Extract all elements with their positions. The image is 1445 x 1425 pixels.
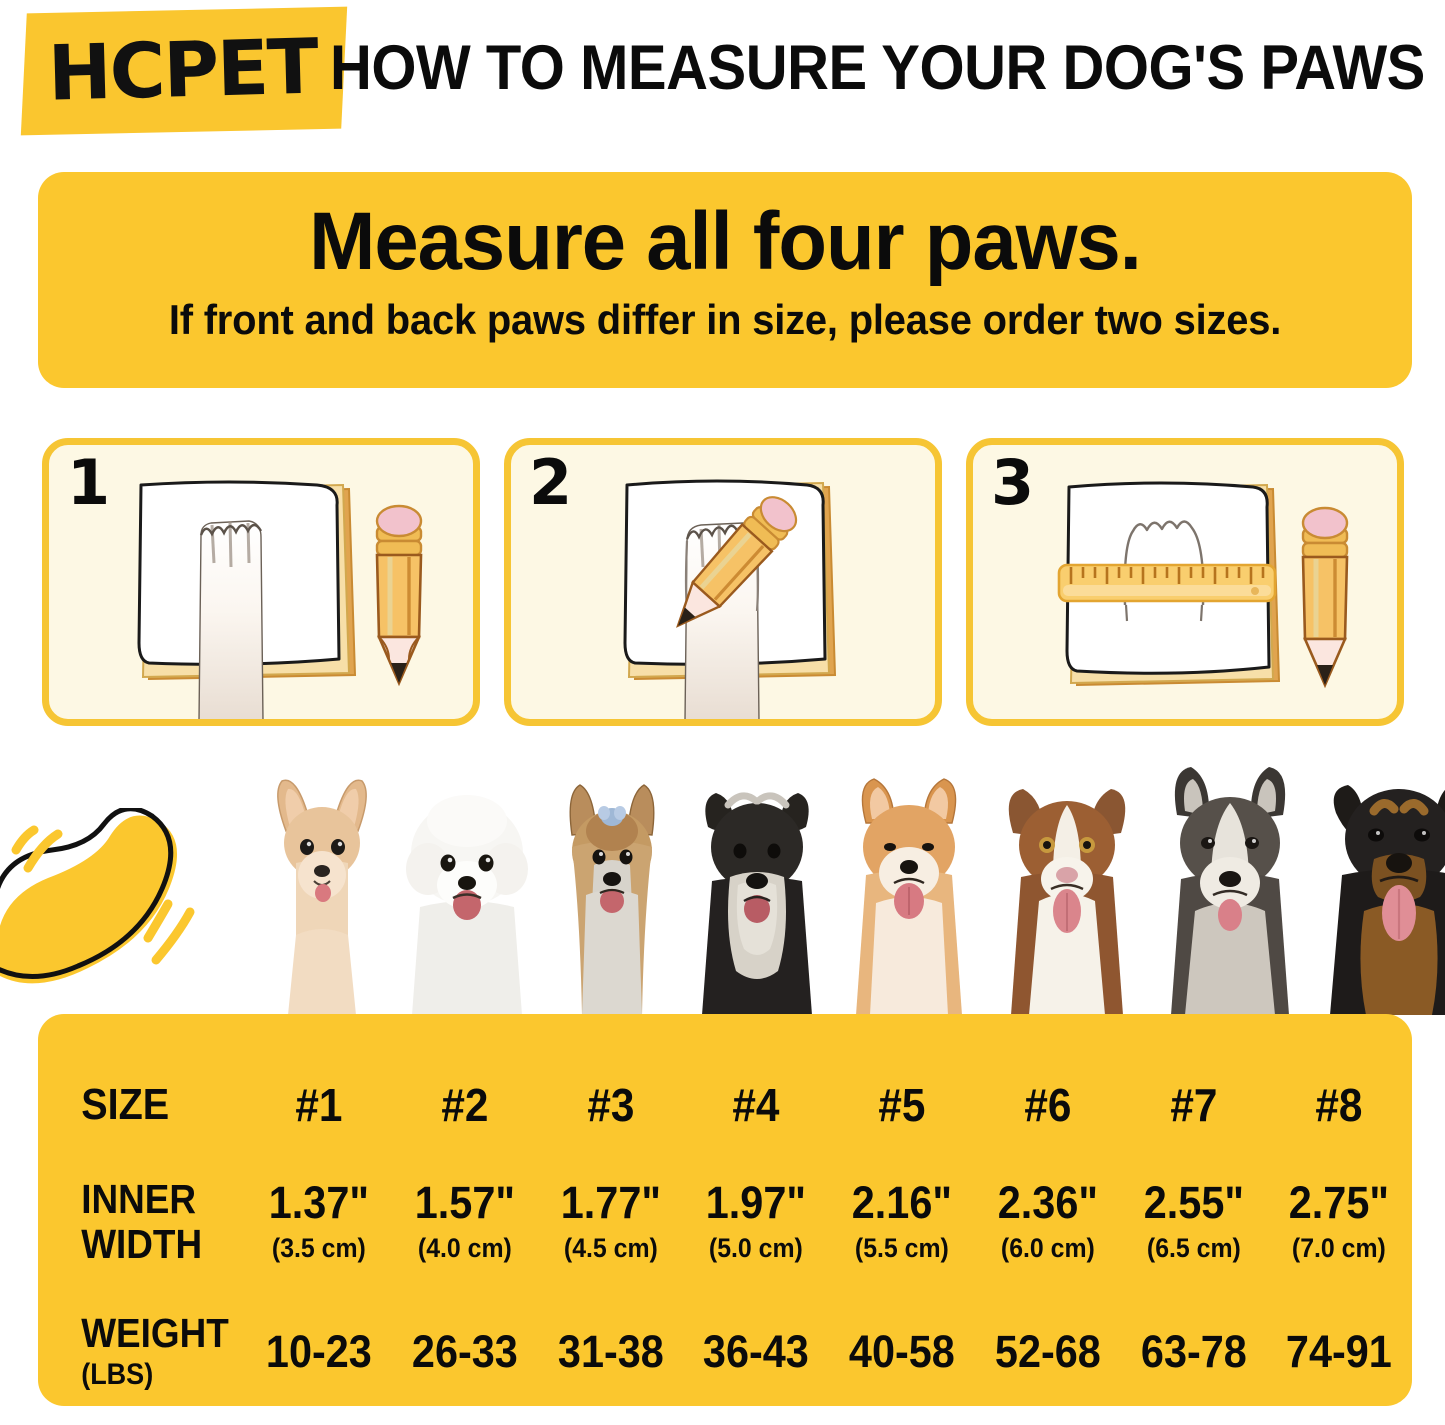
cell-inner-width-2: 1.57" (4.0 cm) bbox=[398, 1177, 532, 1267]
page-header: HCPET HOW TO MEASURE YOUR DOG'S PAWS bbox=[0, 0, 1445, 150]
inner-in-4: 1.97" bbox=[706, 1177, 807, 1228]
measure-banner: Measure all four paws. If front and back… bbox=[38, 172, 1412, 388]
row-label-inner-width: INNER WIDTH bbox=[38, 1177, 225, 1267]
inner-cm-5: (5.5 cm) bbox=[854, 1233, 949, 1263]
step-card-3: 3 bbox=[966, 438, 1404, 726]
cell-size-5: #5 bbox=[878, 1079, 926, 1131]
cell-size-4: #4 bbox=[732, 1079, 780, 1131]
cell-inner-width-6: 2.36" (6.0 cm) bbox=[981, 1177, 1115, 1267]
dog-portrait-rottweiler bbox=[1312, 735, 1445, 1020]
dog-portrait-shiba-inu bbox=[832, 735, 987, 1020]
dog-portrait-yorkshire-terrier bbox=[542, 735, 682, 1020]
banner-headline: Measure all four paws. bbox=[309, 196, 1142, 287]
table-row-weight: WEIGHT (LBS) 10-23 26-33 31-38 36-43 40-… bbox=[38, 1302, 1412, 1402]
page-title: HOW TO MEASURE YOUR DOG'S PAWS bbox=[330, 33, 1425, 103]
cell-inner-width-8: 2.75" (7.0 cm) bbox=[1272, 1177, 1406, 1267]
inner-cm-8: (7.0 cm) bbox=[1292, 1233, 1387, 1263]
inner-in-6: 2.36" bbox=[997, 1177, 1098, 1228]
cell-weight-4: 36-43 bbox=[703, 1326, 810, 1377]
paw-on-paper-with-pencil-icon bbox=[137, 480, 423, 719]
inner-in-5: 2.16" bbox=[851, 1177, 952, 1228]
hcpet-logo-text: HCPET bbox=[46, 21, 318, 118]
cell-size-7: #7 bbox=[1169, 1079, 1217, 1131]
table-row-inner-width: INNER WIDTH 1.37" (3.5 cm) 1.57" (4.0 cm… bbox=[38, 1162, 1412, 1282]
size-cells: #1 #2 #3 #4 #5 #6 #7 #8 bbox=[246, 1077, 1412, 1133]
cell-weight-1: 10-23 bbox=[265, 1326, 372, 1377]
cell-weight-2: 26-33 bbox=[411, 1326, 518, 1377]
cell-inner-width-7: 2.55" (6.5 cm) bbox=[1126, 1177, 1260, 1267]
cell-weight-8: 74-91 bbox=[1286, 1326, 1393, 1377]
row-label-weight-line1: WEIGHT bbox=[81, 1309, 229, 1356]
dog-portrait-chihuahua bbox=[252, 735, 392, 1020]
dog-portrait-bichon-frise bbox=[392, 735, 542, 1020]
banner-subtext: If front and back paws differ in size, p… bbox=[168, 296, 1282, 343]
inner-in-7: 2.55" bbox=[1143, 1177, 1244, 1228]
row-label-weight: WEIGHT (LBS) bbox=[38, 1310, 229, 1394]
inner-in-8: 2.75" bbox=[1289, 1177, 1390, 1228]
inner-in-2: 1.57" bbox=[414, 1177, 515, 1228]
cell-size-2: #2 bbox=[441, 1079, 489, 1131]
step-number-3: 3 bbox=[991, 446, 1035, 519]
inner-cm-1: (3.5 cm) bbox=[271, 1233, 366, 1263]
inner-in-3: 1.77" bbox=[560, 1177, 661, 1228]
cell-size-1: #1 bbox=[295, 1079, 343, 1131]
cell-inner-width-4: 1.97" (5.0 cm) bbox=[689, 1177, 823, 1267]
dog-portrait-australian-shepherd bbox=[987, 735, 1147, 1020]
cell-weight-5: 40-58 bbox=[848, 1326, 955, 1377]
inner-width-cells: 1.37" (3.5 cm) 1.57" (4.0 cm) 1.77" (4.5… bbox=[246, 1177, 1412, 1267]
yellow-swoosh-shape bbox=[0, 808, 195, 984]
step-card-1: 1 bbox=[42, 438, 480, 726]
dog-portraits-row bbox=[252, 740, 1445, 1020]
inner-in-1: 1.37" bbox=[268, 1177, 369, 1228]
steps-row: 1 bbox=[42, 438, 1404, 726]
ruler-measuring-outline-icon bbox=[1057, 481, 1349, 689]
cell-weight-7: 63-78 bbox=[1140, 1326, 1247, 1377]
pencil-tracing-paw-icon bbox=[623, 479, 837, 719]
inner-cm-2: (4.0 cm) bbox=[417, 1233, 512, 1263]
row-label-size: SIZE bbox=[81, 1080, 170, 1129]
cell-inner-width-1: 1.37" (3.5 cm) bbox=[252, 1177, 386, 1267]
step-number-2: 2 bbox=[529, 446, 573, 519]
weight-cells: 10-23 26-33 31-38 36-43 40-58 52-68 63-7… bbox=[246, 1324, 1412, 1380]
dog-portrait-schnauzer bbox=[682, 735, 832, 1020]
row-label-weight-line2: (LBS) bbox=[81, 1357, 154, 1391]
inner-cm-7: (6.5 cm) bbox=[1146, 1233, 1241, 1263]
step-number-1: 1 bbox=[67, 446, 111, 519]
cell-weight-3: 31-38 bbox=[557, 1326, 664, 1377]
size-chart-table: SIZE #1 #2 #3 #4 #5 #6 #7 #8 INNER WIDTH… bbox=[38, 1014, 1412, 1406]
table-row-size: SIZE #1 #2 #3 #4 #5 #6 #7 #8 bbox=[38, 1070, 1412, 1140]
inner-cm-6: (6.0 cm) bbox=[1000, 1233, 1095, 1263]
cell-size-8: #8 bbox=[1315, 1079, 1363, 1131]
cell-size-3: #3 bbox=[586, 1079, 634, 1131]
cell-inner-width-5: 2.16" (5.5 cm) bbox=[835, 1177, 969, 1267]
inner-cm-3: (4.5 cm) bbox=[563, 1233, 658, 1263]
cell-inner-width-3: 1.77" (4.5 cm) bbox=[543, 1177, 677, 1267]
cell-size-6: #6 bbox=[1024, 1079, 1072, 1131]
row-label-inner-line1: INNER bbox=[81, 1176, 197, 1222]
row-label-inner-line2: WIDTH bbox=[81, 1221, 203, 1267]
step-card-2: 2 bbox=[504, 438, 942, 726]
dog-portrait-alaskan-malamute bbox=[1147, 735, 1312, 1020]
inner-cm-4: (5.0 cm) bbox=[709, 1233, 804, 1263]
dog-breeds-strip bbox=[0, 740, 1445, 1020]
cell-weight-6: 52-68 bbox=[994, 1326, 1101, 1377]
